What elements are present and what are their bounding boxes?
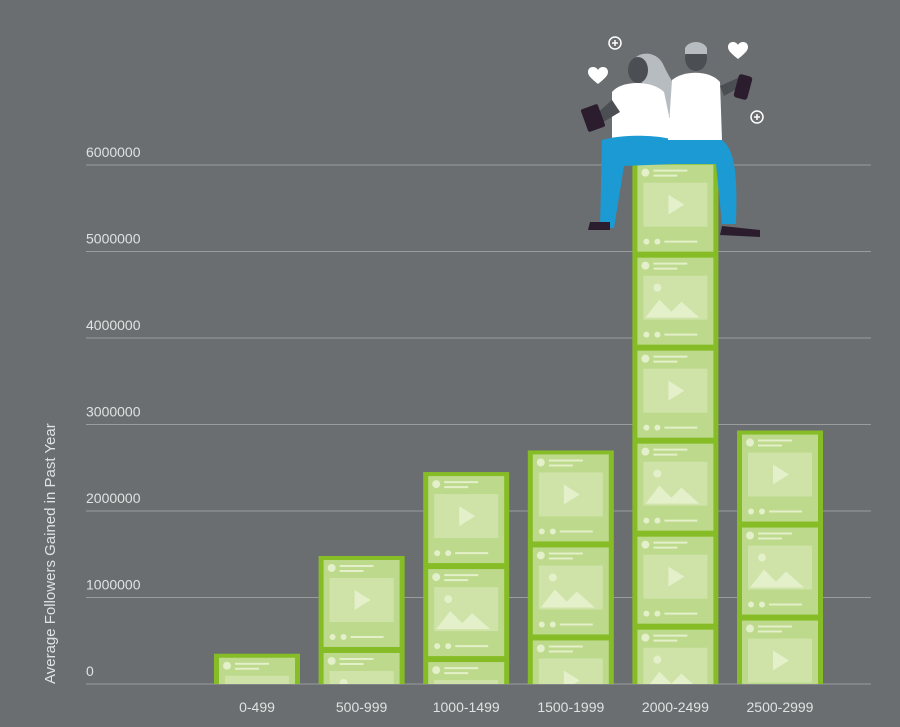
bar-cards [323,559,400,684]
bar-1500-1999 [527,450,614,685]
x-tick-label: 2000-2499 [642,699,709,715]
bar-1000-1499 [423,472,510,685]
bar-2500-2999 [737,430,823,684]
y-tick-label: 6000000 [86,144,141,160]
bars [214,160,823,685]
bar-cards [742,434,818,684]
x-tick-label: 2500-2999 [747,699,814,715]
tablet-icon [581,104,605,132]
bar-cards [219,657,295,684]
y-tick-label: 3000000 [86,404,141,420]
phone-icon [733,74,753,100]
y-tick-label: 2000000 [86,490,141,506]
y-tick-label: 0 [86,663,94,679]
y-axis-label: Average Followers Gained in Past Year [42,423,59,684]
heart-icon [728,42,748,59]
y-tick-label: 1000000 [86,577,141,593]
plus-icon [750,110,764,124]
x-tick-label: 500-999 [336,699,388,715]
y-tick-labels: 0 1000000 2000000 3000000 4000000 5000000 6000… [86,144,141,679]
bar-0-499 [214,653,300,684]
x-tick-label: 1500-1999 [537,699,604,715]
x-tick-label: 1000-1499 [433,699,500,715]
bar-500-999 [318,555,405,684]
bar-cards [428,476,505,685]
bar-cards [637,164,714,685]
heart-icon [588,67,608,84]
bar-2000-2499 [632,160,719,685]
plus-icon [608,36,622,50]
x-tick-labels: 0-499 500-999 1000-1499 1500-1999 2000-2499 2… [239,699,814,715]
x-tick-label: 0-499 [239,699,275,715]
y-tick-label: 5000000 [86,231,141,247]
y-tick-label: 4000000 [86,317,141,333]
couple-illustration [581,36,764,237]
man-figure [668,42,760,237]
bar-cards [532,454,609,685]
